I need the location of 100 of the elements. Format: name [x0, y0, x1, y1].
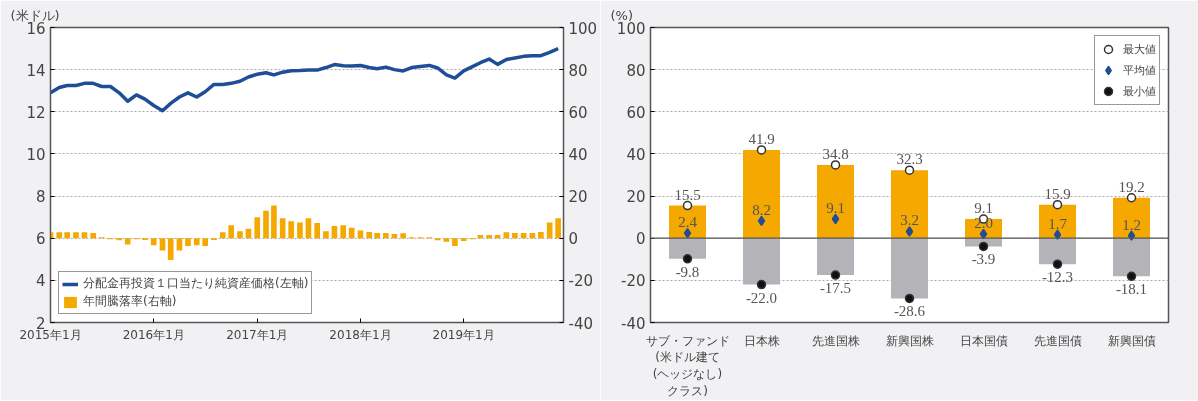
y-tick-label: 0 [635, 230, 646, 249]
data-label: -28.6 [893, 303, 926, 320]
bar [297, 222, 303, 239]
data-label: -9.8 [675, 263, 700, 280]
y2-tick-label: 60 [568, 103, 588, 122]
y-tick-label: 10 [26, 145, 46, 164]
bar [81, 232, 88, 239]
bar [64, 232, 71, 239]
data-label: -22.0 [745, 289, 778, 306]
y-tick-label: 40 [626, 145, 646, 164]
y2-tick-label: 100 [568, 19, 598, 38]
y2-tick-label: -40 [568, 314, 593, 333]
data-label: 3.2 [900, 212, 919, 229]
point [905, 226, 914, 237]
y-tick-label: 8 [35, 188, 46, 207]
point [1052, 259, 1063, 269]
point [830, 160, 841, 170]
point [904, 165, 915, 175]
y-tick-label: 12 [26, 103, 46, 122]
data-label: 19.2 [1118, 178, 1145, 195]
y-tick-label: -40 [621, 314, 646, 333]
bar [486, 235, 492, 239]
x-tick-label: 新興国債 [1107, 333, 1156, 348]
bar [538, 231, 544, 239]
bar [348, 227, 355, 239]
x-tick-label: 新興国株 [885, 333, 934, 348]
y2-tick-label: 20 [568, 188, 588, 207]
bar [263, 210, 269, 239]
bar [357, 230, 364, 239]
data-label: 41.9 [748, 130, 775, 147]
data-label: 34.8 [822, 145, 849, 162]
bar [340, 225, 347, 239]
point [682, 200, 693, 211]
bar [1113, 238, 1150, 277]
data-label: 8.2 [752, 201, 771, 218]
y2-tick-label: -20 [568, 272, 593, 291]
legend-label: 年間騰落率(右軸) [83, 293, 177, 310]
bar [185, 238, 191, 247]
point [978, 241, 989, 252]
data-label: -3.9 [971, 251, 996, 268]
point [1126, 193, 1137, 203]
x-tick-label: 2018年1月 [329, 327, 392, 342]
bar [73, 232, 79, 239]
y-tick-label: 4 [35, 272, 46, 291]
y2-tick-label: 0 [568, 230, 579, 249]
data-label: -17.5 [819, 280, 852, 297]
y-axis-title: (米ドル) [10, 7, 60, 23]
data-label: 15.9 [1044, 185, 1071, 202]
bar [219, 232, 226, 239]
bar [1113, 197, 1150, 239]
bar [167, 238, 174, 260]
point [1126, 271, 1137, 282]
x-tick-label: 日本国債 [959, 333, 1008, 348]
bar [271, 205, 277, 239]
y-tick-label: 6 [35, 230, 46, 249]
point [904, 293, 915, 304]
legend-label: 平均値 [1123, 62, 1156, 79]
bar [891, 170, 928, 239]
y-axis-title: (%) [610, 7, 633, 23]
point [830, 270, 841, 280]
data-label: 1.7 [1048, 215, 1068, 232]
bar [400, 233, 406, 239]
y-tick-label: 14 [26, 61, 46, 80]
x-tick-label: 2016年1月 [122, 327, 185, 342]
bar [366, 231, 373, 239]
x-tick-label: サブ・ファンド (米ドル建て (ヘッジなし) クラス) [645, 333, 730, 398]
bar [555, 218, 561, 239]
bar [383, 232, 389, 239]
data-label: 9.1 [826, 200, 845, 217]
bar [116, 238, 123, 241]
bar [202, 238, 209, 247]
point [757, 215, 766, 227]
point [756, 145, 767, 155]
x-tick-label: 日本株 [743, 333, 780, 348]
x-tick-label: 先進国債 [1033, 333, 1082, 348]
bar [460, 238, 467, 241]
bar [90, 232, 97, 239]
x-tick-label: 先進国株 [811, 333, 860, 348]
bar [254, 217, 261, 239]
bar [374, 232, 380, 239]
bar [150, 238, 157, 246]
data-label: -12.3 [1041, 269, 1074, 286]
point [1127, 230, 1136, 241]
bar [669, 238, 706, 259]
data-label: -18.1 [1115, 281, 1148, 298]
bar [323, 231, 329, 239]
x-tick-label: 2017年1月 [226, 327, 289, 342]
data-label: 1.2 [1122, 216, 1141, 233]
bar [743, 238, 780, 285]
bar [56, 232, 63, 239]
y-tick-label: 80 [626, 61, 646, 80]
bar [124, 238, 131, 245]
bar [512, 232, 518, 239]
data-label: 15.5 [674, 186, 701, 203]
bar [237, 231, 243, 239]
bar [817, 238, 854, 276]
point [831, 213, 840, 225]
legend-label: 分配金再投資１口当たり純資産価格(左軸) [83, 275, 309, 292]
y-tick-label: 20 [626, 188, 646, 207]
y-tick-label: 60 [626, 103, 646, 122]
